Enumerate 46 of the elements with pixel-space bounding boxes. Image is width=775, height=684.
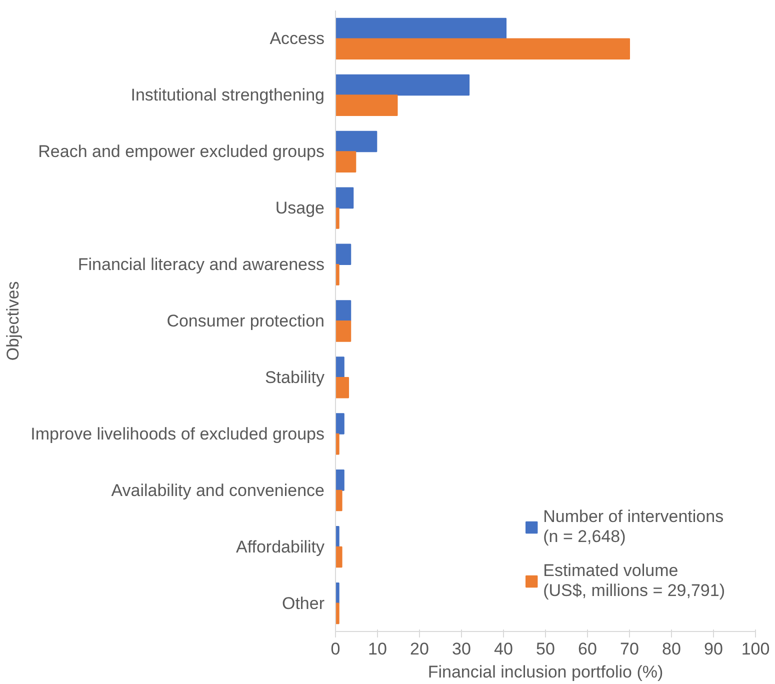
bar [336, 18, 507, 40]
bar [336, 300, 352, 322]
y-tick-label: Availability and convenience [111, 480, 325, 500]
y-tick-label: Financial literacy and awareness [78, 255, 324, 274]
y-tick-label: Other [282, 594, 325, 613]
y-axis-title: Objectives [4, 281, 23, 361]
legend-label: Number of interventions (n = 2,648) [543, 507, 724, 547]
x-tick-label: 10 [368, 640, 387, 658]
bar [336, 264, 340, 286]
bar [336, 413, 344, 434]
x-tick-label: 100 [741, 640, 770, 658]
legend-label: Estimated volume (US$, millions = 29,791) [543, 561, 725, 601]
bar [336, 130, 378, 152]
bar [336, 74, 470, 96]
x-axis-title: Financial inclusion portfolio (%) [428, 662, 664, 682]
y-tick-label: Improve livelihoods of excluded groups [30, 424, 324, 444]
x-tick-label: 30 [452, 640, 471, 658]
x-tick-label: 80 [662, 640, 681, 658]
bar [336, 376, 350, 398]
x-tick-label: 90 [704, 640, 723, 658]
bar [336, 490, 342, 512]
y-tick-label: Consumer protection [166, 312, 325, 330]
bar [336, 602, 340, 624]
bar [336, 94, 398, 116]
bar [336, 356, 344, 378]
y-tick-label: Access [270, 29, 325, 48]
y-tick-label: Usage [275, 198, 324, 218]
bar [336, 151, 356, 172]
bar [336, 187, 354, 209]
x-tick-label: 40 [494, 640, 513, 658]
y-tick-label: Reach and empower excluded groups [38, 142, 324, 162]
bar [336, 546, 342, 568]
y-tick-label: Affordability [236, 537, 325, 556]
bar [336, 244, 352, 266]
x-tick-label: 0 [330, 640, 340, 658]
y-tick-label: Institutional strengthening [130, 86, 325, 105]
bar [336, 320, 352, 342]
x-tick-label: 50 [536, 640, 555, 658]
bar [336, 208, 340, 229]
x-tick-label: 70 [620, 640, 639, 658]
y-tick-label: Stability [264, 368, 325, 387]
bar [336, 433, 340, 455]
bar [336, 38, 630, 60]
bar [336, 470, 344, 491]
x-tick-label: 60 [578, 640, 597, 658]
x-tick-label: 20 [410, 640, 429, 658]
